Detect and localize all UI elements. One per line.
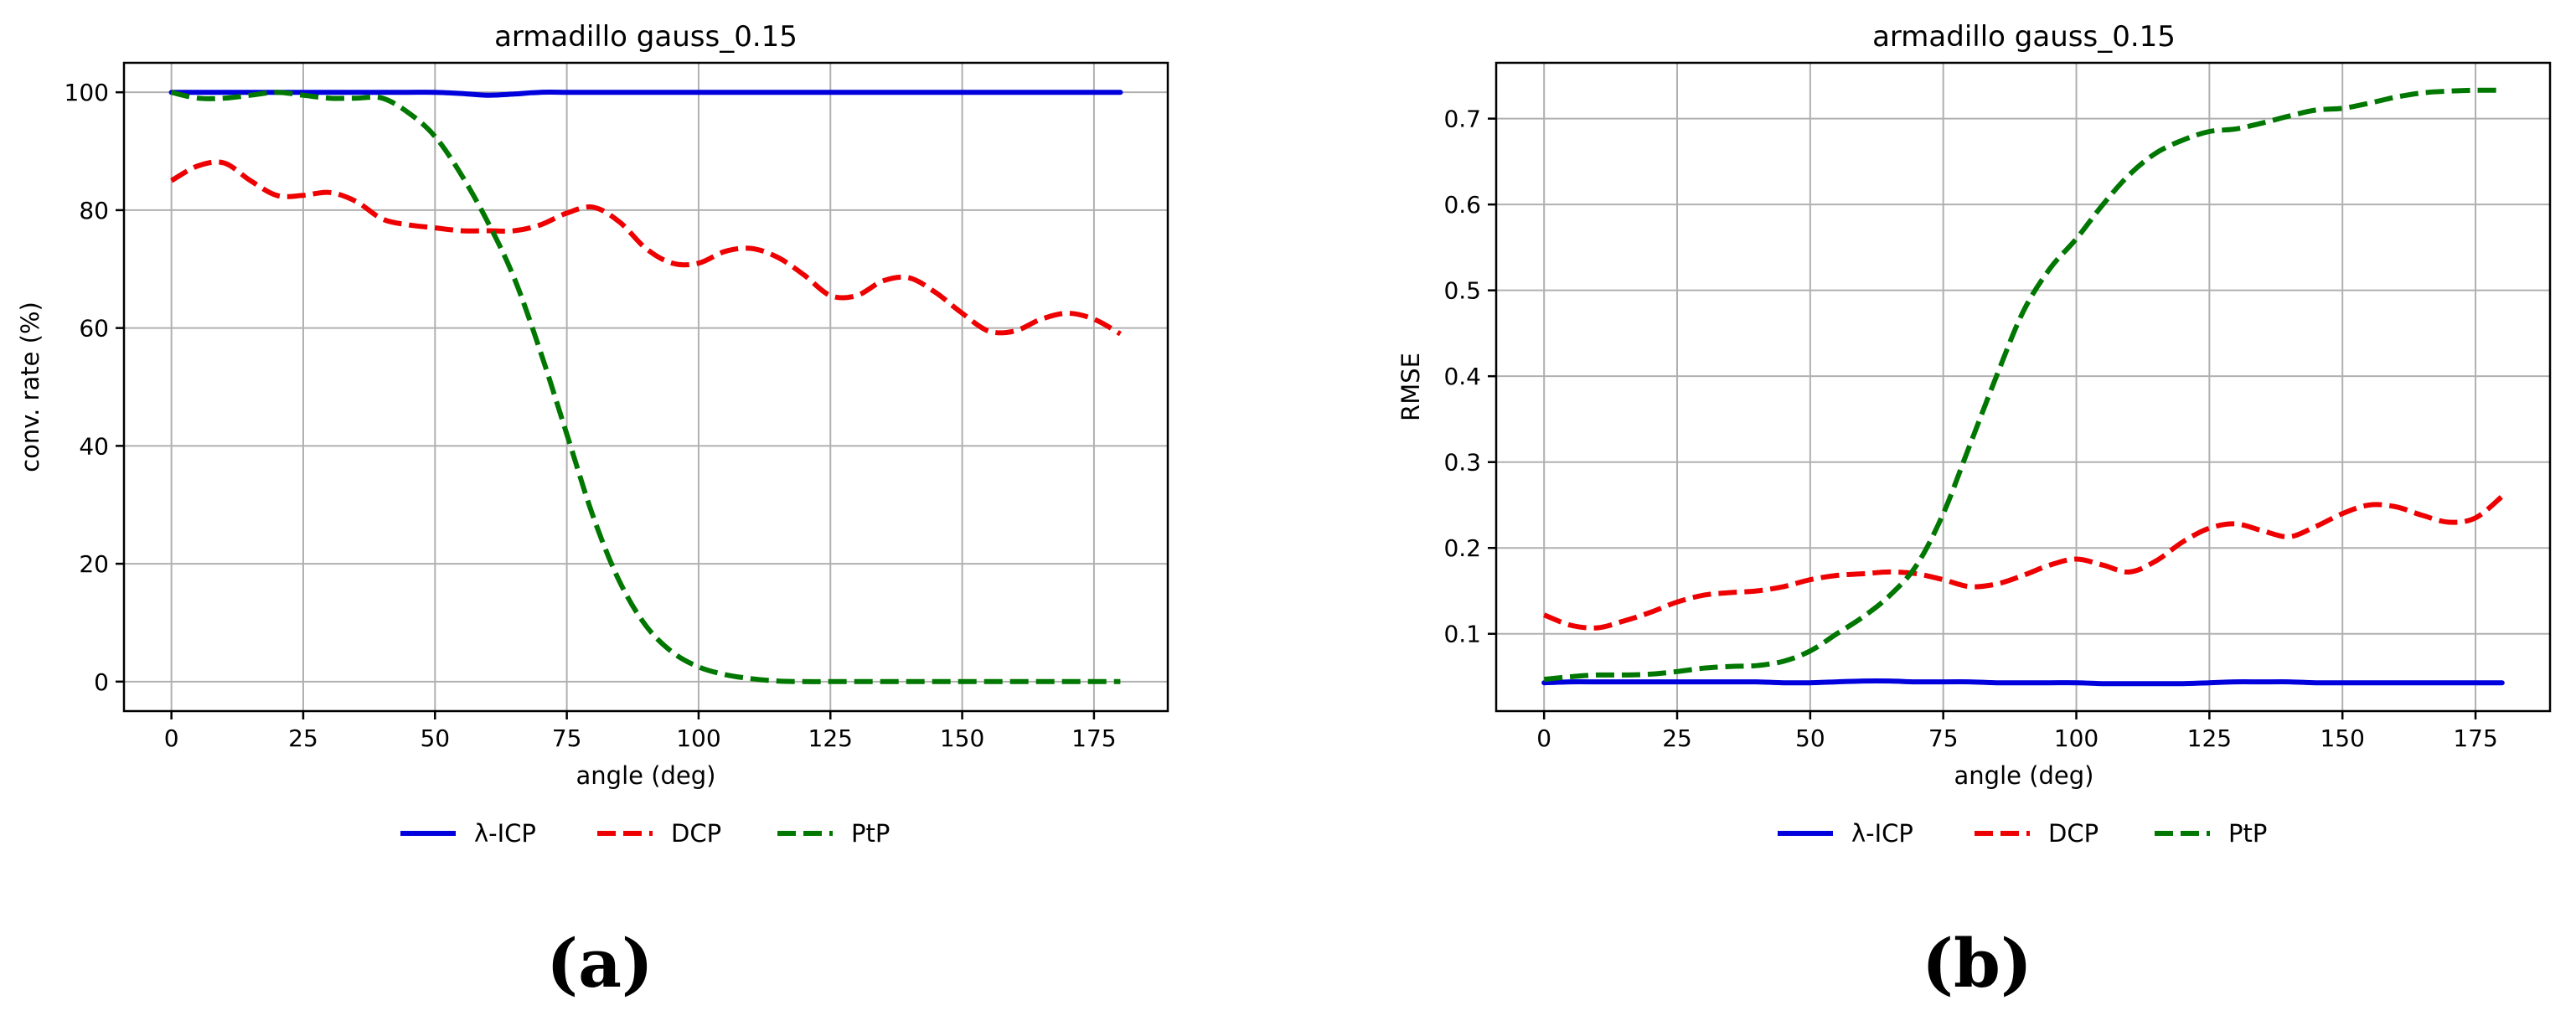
grid [1496,63,2550,711]
plot-area-frame [122,61,1169,713]
x-tick-label: 125 [808,724,853,752]
axis-ticks: 0 25 50 75 100 125 150 175 0.1 0.2 0.3 0.4 0.5 0.6 0.7 [1443,106,2497,752]
x-tick-label: 125 [2187,724,2232,752]
y-axis-label: conv. rate (%) [16,302,44,472]
y-tick-label: 0.2 [1443,534,1481,562]
x-tick-label: 100 [676,724,720,752]
series-lines [1541,87,2505,687]
y-axis-label: RMSE [1396,353,1425,421]
y-tick-label: 80 [79,197,109,224]
x-tick-label: 50 [1795,724,1825,752]
x-tick-label: 25 [1662,724,1692,752]
chart-title: armadillo gauss_0.15 [494,20,798,54]
y-tick-label: 100 [65,79,109,106]
legend-label: DCP [2048,819,2098,848]
y-tick-label: 0.6 [1443,191,1481,219]
legend-label: λ-ICP [1851,819,1913,848]
legend-label: PtP [2228,819,2267,848]
y-tick-label: 0.4 [1443,363,1481,390]
series-line--icp [168,90,1123,98]
x-axis-label: angle (deg) [1954,761,2094,790]
y-tick-label: 0 [94,668,109,696]
panel-b: armadillo gauss_0.15 0 25 50 75 100 125 150 175… [1396,20,2552,1003]
x-tick-label: 100 [2054,724,2098,752]
panel-label: (a) [546,924,653,1003]
y-tick-label: 0.7 [1443,106,1481,133]
x-tick-label: 75 [552,724,582,752]
y-tick-label: 60 [79,315,109,343]
x-tick-label: 175 [1071,724,1116,752]
y-tick-label: 40 [79,432,109,460]
legend-label: DCP [671,819,721,848]
series-line-dcp [170,159,1122,337]
y-tick-label: 20 [79,550,109,578]
x-tick-label: 150 [2320,724,2364,752]
series-lines [168,90,1123,684]
legend: λ-ICP DCP PtP [400,819,890,848]
legend-label: λ-ICP [474,819,536,848]
x-tick-label: 75 [1928,724,1959,752]
x-tick-label: 175 [2453,724,2497,752]
series-line--icp [1541,678,2505,687]
x-axis-label: angle (deg) [576,761,716,790]
plot-area-frame [1494,61,2552,713]
axis-ticks: 0 25 50 75 100 125 150 175 0 20 40 60 80 100 [65,79,1117,752]
x-tick-label: 150 [940,724,984,752]
series-line-ptp [1543,87,2502,683]
chart-title: armadillo gauss_0.15 [1872,20,2176,54]
x-tick-label: 0 [1536,724,1551,752]
legend-label: PtP [851,819,890,848]
x-tick-label: 0 [164,724,179,752]
panel-a: armadillo gauss_0.15 0 25 50 75 100 125 150 175… [16,20,1169,1003]
panel-label: (b) [1922,924,2032,1003]
y-tick-label: 0.3 [1443,449,1481,477]
series-line-dcp [1543,494,2504,631]
series-line-ptp [170,90,1121,684]
grid [124,63,1168,711]
y-tick-label: 0.1 [1443,621,1481,648]
y-tick-label: 0.5 [1443,277,1481,305]
x-tick-label: 50 [420,724,450,752]
legend: λ-ICP DCP PtP [1778,819,2267,848]
x-tick-label: 25 [288,724,318,752]
